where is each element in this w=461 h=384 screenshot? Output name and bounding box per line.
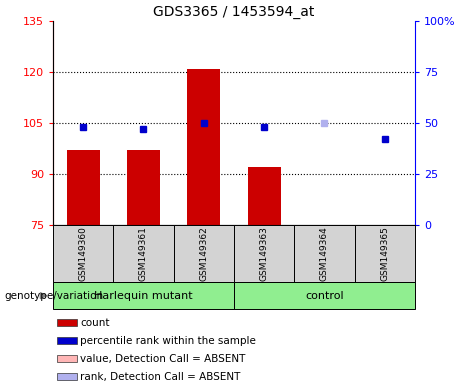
Bar bbox=[234, 282, 415, 309]
Text: GSM149362: GSM149362 bbox=[199, 226, 208, 281]
Bar bbox=[53, 282, 234, 309]
Bar bbox=[355, 225, 415, 282]
Text: GSM149360: GSM149360 bbox=[79, 226, 88, 281]
Title: GDS3365 / 1453594_at: GDS3365 / 1453594_at bbox=[153, 5, 315, 19]
Bar bbox=[127, 150, 160, 225]
Bar bbox=[66, 150, 100, 225]
Bar bbox=[248, 167, 281, 225]
Bar bbox=[174, 225, 234, 282]
Text: GSM149365: GSM149365 bbox=[380, 226, 389, 281]
Text: GSM149363: GSM149363 bbox=[260, 226, 269, 281]
Text: count: count bbox=[80, 318, 110, 328]
Text: rank, Detection Call = ABSENT: rank, Detection Call = ABSENT bbox=[80, 371, 241, 382]
Bar bbox=[57, 373, 77, 380]
Bar bbox=[113, 225, 174, 282]
Text: GSM149361: GSM149361 bbox=[139, 226, 148, 281]
Bar bbox=[234, 225, 294, 282]
Text: Harlequin mutant: Harlequin mutant bbox=[94, 291, 193, 301]
Text: percentile rank within the sample: percentile rank within the sample bbox=[80, 336, 256, 346]
Text: value, Detection Call = ABSENT: value, Detection Call = ABSENT bbox=[80, 354, 246, 364]
Text: genotype/variation: genotype/variation bbox=[5, 291, 104, 301]
Bar bbox=[57, 355, 77, 362]
Bar bbox=[294, 225, 355, 282]
Bar bbox=[57, 319, 77, 326]
Text: control: control bbox=[305, 291, 344, 301]
Bar bbox=[187, 69, 220, 225]
Text: GSM149364: GSM149364 bbox=[320, 226, 329, 281]
Bar bbox=[57, 337, 77, 344]
Bar bbox=[53, 225, 113, 282]
